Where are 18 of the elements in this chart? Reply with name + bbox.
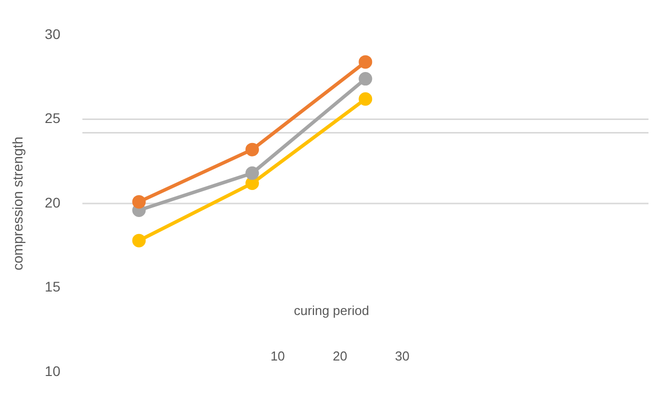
annotation: 30 [395, 348, 410, 364]
y-tick-label: 15 [44, 278, 61, 295]
y-tick-label: 30 [44, 26, 61, 42]
annotation: 10 [270, 348, 285, 364]
point [132, 234, 146, 248]
y-tick-label: 20 [44, 194, 61, 210]
point [132, 195, 146, 209]
point [245, 166, 259, 180]
point [245, 142, 259, 156]
annotation: 20 [332, 348, 348, 364]
y-tick-label: 10 [44, 362, 61, 379]
point [358, 92, 372, 106]
point [358, 55, 372, 69]
y-tick-label: 25 [44, 110, 61, 126]
point [245, 176, 259, 190]
point [358, 72, 372, 86]
x-axis-title: curing period [294, 302, 370, 318]
y-axis-title: compression strength [9, 136, 26, 270]
